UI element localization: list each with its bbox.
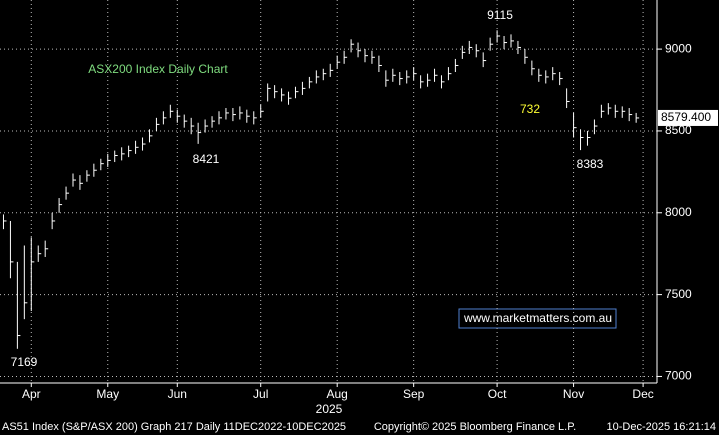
chart-title: ASX200 Index Daily Chart (88, 62, 228, 76)
x-tick-label: Apr (22, 387, 41, 401)
x-tick-label: Jul (253, 387, 268, 401)
y-tick-label: 9000 (665, 41, 692, 55)
x-tick-label: Oct (488, 387, 507, 401)
x-tick-label: Dec (632, 387, 653, 401)
annotation: 9115 (487, 8, 513, 22)
year-label: 2025 (316, 402, 343, 416)
x-tick-label: Aug (327, 387, 348, 401)
watermark-box (458, 308, 617, 329)
footer-copyright: Copyright© 2025 Bloomberg Finance L.P. (374, 421, 576, 433)
y-tick-label: 7500 (665, 287, 692, 301)
last-price-box (658, 109, 718, 126)
annotation: 732 (520, 102, 540, 116)
y-tick-label: 8000 (665, 205, 692, 219)
annotation: 8383 (577, 157, 604, 171)
y-tick-label: 8500 (665, 123, 692, 137)
x-tick-label: Sep (403, 387, 425, 401)
annotation: 7169 (11, 355, 38, 369)
watermark: www.marketmatters.com.au (463, 311, 612, 325)
x-tick-label: Nov (563, 387, 584, 401)
last-price-label: 8579.400 (661, 110, 711, 124)
y-tick-label: 7000 (665, 369, 692, 383)
x-tick-label: Jun (168, 387, 187, 401)
footer-left: AS51 Index (S&P/ASX 200) Graph 217 Daily… (2, 421, 346, 433)
annotation: 8421 (193, 152, 220, 166)
footer-date: 10-Dec-2025 16:21:14 (607, 421, 716, 433)
x-tick-label: May (96, 387, 119, 401)
